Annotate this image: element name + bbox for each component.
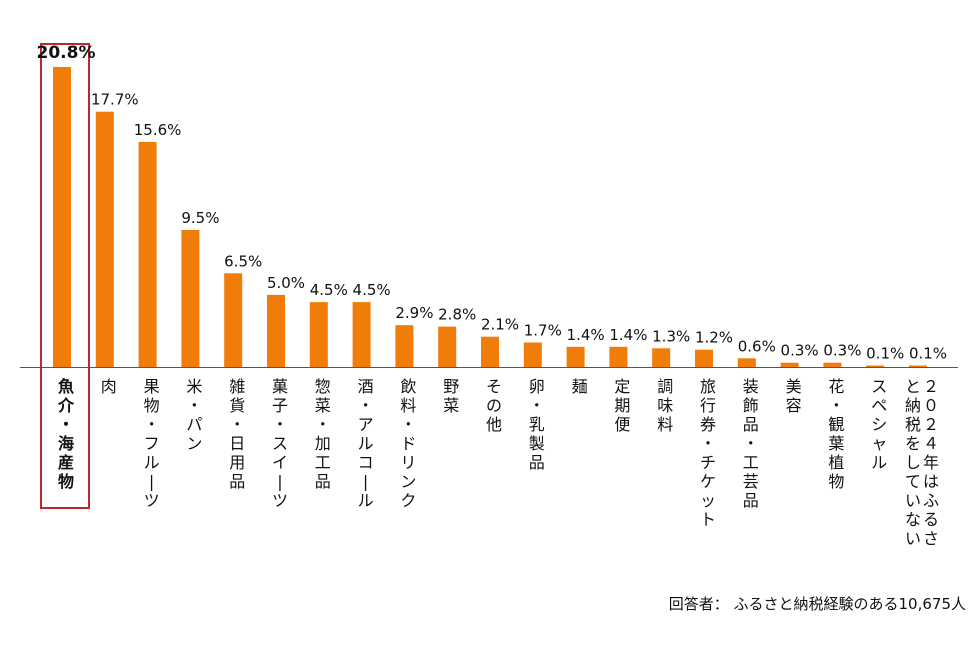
bar <box>309 302 328 367</box>
bars <box>53 67 927 368</box>
data-label: 1.4% <box>567 326 605 344</box>
data-label: 0.1% <box>866 345 904 363</box>
bar <box>523 342 542 367</box>
bar <box>352 302 371 367</box>
bar <box>695 349 713 367</box>
category-label: 菓子・スイ|ツ <box>272 377 288 510</box>
bar <box>780 362 799 367</box>
data-label: 0.3% <box>823 342 861 360</box>
highlight-frame <box>40 43 90 509</box>
category-label: 雑貨・日用品 <box>229 377 245 491</box>
category-label: スペシャル <box>871 377 887 472</box>
data-label: 1.3% <box>652 327 690 345</box>
category-label: 惣菜・加工品 <box>315 377 331 491</box>
category-label: 酒・アルコ|ル <box>358 377 374 510</box>
bar <box>138 142 157 367</box>
bar <box>566 346 585 367</box>
data-label: 4.5% <box>353 281 391 299</box>
data-labels: 20.8%17.7%15.6%9.5%6.5%5.0% 4.5% 4.5%2.9% 2… <box>37 43 948 363</box>
bar <box>609 346 628 367</box>
category-label: 果物・フル|ツ <box>144 377 160 510</box>
data-label: 0.3% <box>781 342 819 360</box>
data-label: 1.7% <box>524 322 562 340</box>
category-label: 調味料 <box>657 377 673 434</box>
data-label: 2.9% <box>395 304 433 322</box>
bar <box>181 230 200 367</box>
category-label: ２０２４年はふるさと納税をしていない <box>905 377 939 548</box>
category-label: 装飾品・工芸品 <box>743 377 759 510</box>
category-label: 旅行券・チケット <box>700 377 716 529</box>
bar <box>224 273 243 368</box>
data-label: 0.6% <box>738 337 776 355</box>
category-label: 美容 <box>786 377 802 415</box>
data-label: 9.5% <box>181 209 219 227</box>
data-label: 4.5% <box>310 281 348 299</box>
data-label: 17.7% <box>91 91 139 109</box>
data-label: 2.1% <box>481 316 519 334</box>
bar <box>909 365 927 367</box>
data-label: 2.8% <box>438 306 476 324</box>
bar <box>395 325 414 367</box>
data-label: 5.0% <box>267 274 305 292</box>
category-label: 花・観葉植物 <box>828 377 844 491</box>
category-label: 定期便 <box>614 377 630 434</box>
bar <box>267 294 285 367</box>
category-label: 野菜 <box>443 377 459 415</box>
bar <box>866 365 885 367</box>
category-label: 肉 <box>101 377 117 396</box>
category-label: 卵・乳製品 <box>529 377 545 472</box>
bar <box>95 111 114 367</box>
bar <box>737 358 756 367</box>
bar <box>53 67 71 367</box>
data-label: 0.1% <box>909 345 947 363</box>
data-label: 20.8% <box>37 43 96 63</box>
category-label: 麺 <box>572 377 588 396</box>
data-label: 15.6% <box>134 121 182 139</box>
data-label: 1.2% <box>695 329 733 347</box>
bar <box>652 348 671 368</box>
bar <box>481 336 499 367</box>
data-label: 1.4% <box>609 326 647 344</box>
category-label: 魚介・海産物 <box>57 377 75 491</box>
category-label: その他 <box>486 377 502 434</box>
category-labels: 魚介・海産物 肉 果物・フル|ツ 米・パン 雑貨・日用品 菓子・スイ|ツ 惣菜・加工品 酒・ア… <box>57 377 939 548</box>
category-label: 米・パン <box>186 377 202 453</box>
category-label: 飲料・ドリンク <box>400 377 416 510</box>
bar <box>438 326 457 367</box>
bar <box>823 362 842 367</box>
data-label: 6.5% <box>224 252 262 270</box>
respondent-note: 回答者： ふるさと納税経験のある10,675人 <box>668 595 966 613</box>
